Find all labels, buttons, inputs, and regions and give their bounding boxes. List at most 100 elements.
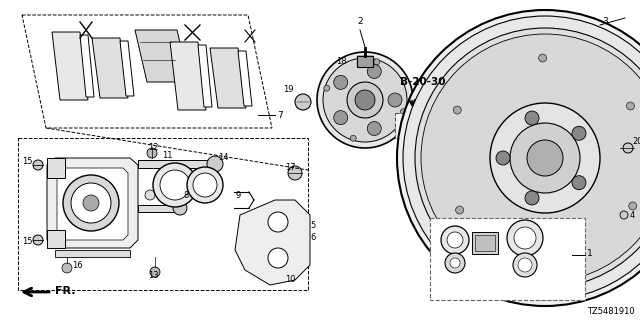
Text: 5: 5 [310, 220, 316, 229]
Text: FR.: FR. [55, 286, 76, 296]
Circle shape [333, 76, 348, 89]
Polygon shape [210, 48, 246, 108]
Polygon shape [57, 168, 128, 240]
Circle shape [333, 111, 348, 124]
Polygon shape [170, 42, 206, 110]
Circle shape [539, 54, 547, 62]
Text: 4: 4 [630, 211, 636, 220]
Circle shape [572, 126, 586, 140]
Circle shape [415, 28, 640, 288]
Circle shape [397, 10, 640, 306]
Circle shape [388, 93, 402, 107]
Circle shape [350, 135, 356, 141]
Circle shape [572, 176, 586, 190]
Circle shape [441, 226, 469, 254]
Circle shape [623, 143, 633, 153]
Circle shape [445, 253, 465, 273]
Circle shape [193, 173, 217, 197]
Bar [472, 232, 498, 254]
Polygon shape [47, 158, 138, 248]
Circle shape [403, 16, 640, 300]
Text: 7: 7 [277, 110, 283, 119]
Text: 14: 14 [218, 154, 228, 163]
Circle shape [63, 175, 119, 231]
Polygon shape [238, 51, 252, 106]
Circle shape [268, 248, 288, 268]
Text: TZ5481910: TZ5481910 [588, 308, 635, 316]
Bar [475, 235, 495, 251]
Text: 13: 13 [148, 270, 159, 279]
Circle shape [453, 106, 461, 114]
Bar [47, 158, 65, 178]
Text: 15: 15 [22, 237, 33, 246]
Polygon shape [92, 38, 128, 98]
Circle shape [317, 52, 413, 148]
Circle shape [620, 211, 628, 219]
Text: 6: 6 [310, 233, 316, 242]
Circle shape [288, 166, 302, 180]
Polygon shape [357, 56, 373, 67]
Text: 12: 12 [148, 143, 159, 153]
Bar [395, 113, 430, 138]
Circle shape [400, 109, 406, 115]
Text: 15: 15 [22, 157, 33, 166]
Circle shape [518, 258, 532, 272]
Circle shape [150, 267, 160, 277]
Circle shape [153, 163, 197, 207]
Circle shape [628, 202, 637, 210]
Circle shape [324, 85, 330, 91]
Polygon shape [198, 45, 212, 107]
Circle shape [295, 94, 311, 110]
Polygon shape [135, 30, 189, 82]
Circle shape [147, 148, 157, 158]
Text: 10: 10 [285, 276, 296, 284]
Circle shape [367, 64, 381, 78]
Circle shape [514, 227, 536, 249]
Text: 8: 8 [183, 190, 188, 199]
Circle shape [527, 140, 563, 176]
Circle shape [207, 156, 223, 172]
Circle shape [510, 123, 580, 193]
Circle shape [187, 167, 223, 203]
Text: 19: 19 [283, 85, 294, 94]
Text: 9: 9 [236, 191, 241, 201]
Circle shape [62, 263, 72, 273]
Text: 18: 18 [337, 58, 347, 67]
Circle shape [323, 58, 407, 142]
Circle shape [421, 34, 640, 282]
Polygon shape [120, 41, 134, 96]
Text: 20: 20 [632, 138, 640, 147]
Circle shape [513, 253, 537, 277]
Text: 1: 1 [587, 250, 593, 259]
Circle shape [145, 190, 155, 200]
Text: 3: 3 [602, 18, 608, 27]
Bar [47, 230, 65, 248]
Bar [430, 218, 585, 300]
Circle shape [33, 160, 43, 170]
Circle shape [490, 103, 600, 213]
Circle shape [525, 191, 539, 205]
Text: B-20-30: B-20-30 [400, 77, 445, 87]
Circle shape [367, 122, 381, 136]
Circle shape [160, 170, 190, 200]
Polygon shape [80, 35, 94, 97]
Circle shape [355, 90, 375, 110]
Circle shape [268, 212, 288, 232]
Text: 16: 16 [72, 260, 83, 269]
Circle shape [33, 235, 43, 245]
Circle shape [507, 220, 543, 256]
Polygon shape [55, 250, 130, 257]
Circle shape [83, 195, 99, 211]
Circle shape [405, 122, 411, 128]
Circle shape [71, 183, 111, 223]
Polygon shape [138, 160, 215, 168]
Circle shape [173, 201, 187, 215]
Polygon shape [235, 200, 310, 285]
Circle shape [496, 151, 510, 165]
Circle shape [447, 232, 463, 248]
Circle shape [401, 118, 415, 132]
Polygon shape [52, 32, 88, 100]
Text: 2: 2 [357, 18, 363, 27]
Circle shape [347, 82, 383, 118]
Circle shape [627, 102, 634, 110]
